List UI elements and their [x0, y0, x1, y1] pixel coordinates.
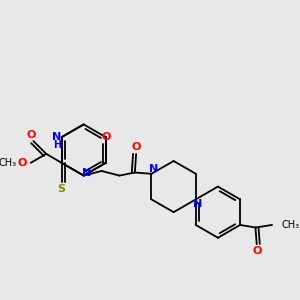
Text: O: O — [132, 142, 141, 152]
Text: N: N — [52, 132, 62, 142]
Text: N: N — [82, 168, 91, 178]
Text: H: H — [53, 140, 61, 150]
Text: O: O — [101, 132, 110, 142]
Text: N: N — [149, 164, 158, 174]
Text: N: N — [193, 199, 203, 209]
Text: O: O — [26, 130, 35, 140]
Text: S: S — [58, 184, 65, 194]
Text: CH₃: CH₃ — [281, 220, 299, 230]
Text: O: O — [17, 158, 27, 168]
Text: CH₃: CH₃ — [0, 158, 17, 168]
Text: O: O — [252, 246, 261, 256]
